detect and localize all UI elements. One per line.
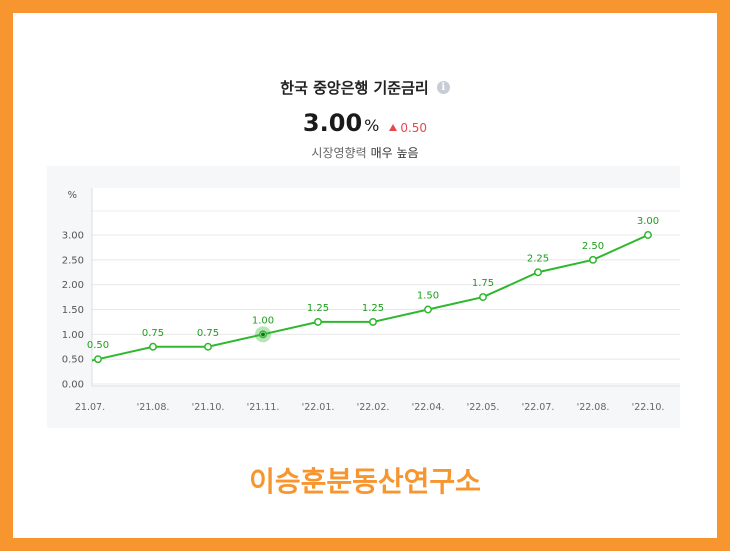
brand-watermark: 이승훈분동산연구소 (249, 465, 481, 498)
change-value: 0.50 (400, 120, 428, 135)
data-label: 3.00 (637, 216, 659, 227)
data-label: 1.75 (472, 278, 494, 289)
y-tick-label: 2.50 (62, 255, 84, 266)
rate-value: 3.00 (302, 109, 363, 137)
data-point (644, 231, 652, 239)
chart-area: % 0.00 0.50 1.00 1.50 2.00 2.50 3.00 0.50 21.07. 0… (47, 166, 680, 428)
data-point (369, 317, 377, 326)
title-row: 한국 중앙은행 기준금리 i (13, 77, 717, 98)
x-tick-label: '21.10. (192, 402, 225, 413)
triangle-up-icon (389, 124, 398, 131)
data-label: 0.50 (87, 340, 109, 351)
data-point (424, 305, 432, 314)
data-point (534, 268, 542, 277)
y-tick-label: 2.00 (62, 280, 84, 291)
data-point (94, 355, 102, 364)
rate-unit: % (364, 116, 380, 135)
data-label: 0.75 (197, 328, 219, 339)
data-point (479, 293, 487, 302)
plot-background (92, 188, 680, 386)
change-badge: 0.50 (389, 121, 427, 135)
data-label: 1.25 (307, 303, 329, 314)
market-impact: 시장영향력 매우 높음 (13, 144, 717, 161)
x-tick-label: '22.08. (577, 402, 610, 413)
x-tick-label: '22.05. (467, 402, 500, 413)
data-label: 1.50 (417, 291, 439, 302)
x-tick-label: '22.04. (412, 402, 445, 413)
y-tick-label: 1.00 (62, 330, 84, 341)
x-tick-label: '22.02. (357, 402, 390, 413)
impact-value: 매우 높음 (370, 146, 419, 160)
chart-card: 한국 중앙은행 기준금리 i 3.00 % 0.50 시장영향력 매우 높음 % 0… (13, 13, 717, 538)
rate-row: 3.00 % 0.50 (13, 109, 717, 137)
highlight-dot (261, 332, 265, 337)
data-label: 2.25 (527, 253, 549, 264)
data-point (204, 342, 212, 351)
impact-label: 시장영향력 (311, 146, 367, 160)
y-unit-label: % (67, 190, 77, 201)
page-title: 한국 중앙은행 기준금리 (280, 79, 429, 97)
data-point (314, 317, 322, 326)
data-label: 1.00 (252, 315, 274, 326)
data-label: 0.75 (142, 328, 164, 339)
x-tick-label: '21.08. (137, 402, 170, 413)
x-tick-label: 21.07. (75, 402, 105, 413)
x-tick-label: '22.01. (302, 402, 335, 413)
series-line (91, 234, 649, 362)
x-tick-label: '22.10. (632, 402, 665, 413)
data-label: 2.50 (582, 241, 604, 252)
y-tick-label: 1.50 (62, 305, 84, 316)
data-point (149, 342, 157, 351)
x-tick-label: '22.07. (522, 402, 555, 413)
data-point (589, 255, 597, 264)
y-tick-label: 0.00 (62, 380, 84, 391)
line-chart: %0.000.501.001.502.002.503.000.5021.07.0… (62, 188, 680, 413)
data-label: 1.25 (362, 303, 384, 314)
x-tick-label: '21.11. (247, 402, 280, 413)
y-tick-label: 3.00 (62, 231, 84, 242)
y-tick-label: 0.50 (62, 355, 84, 366)
info-icon[interactable]: i (436, 81, 450, 94)
